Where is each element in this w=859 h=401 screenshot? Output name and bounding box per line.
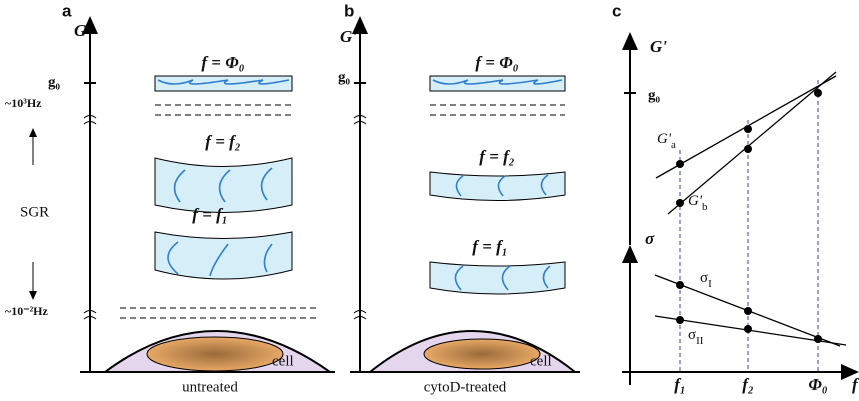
x-tick-label: f₂: [742, 375, 754, 394]
panel-label: c: [612, 1, 621, 20]
line-label: G'b: [688, 193, 708, 212]
nucleus: [423, 338, 541, 370]
axis-label: G': [340, 27, 357, 46]
cell-label: cell: [272, 353, 294, 369]
caption: untreated: [182, 379, 238, 395]
band-label: f = f₁: [192, 205, 227, 224]
axis-break: [83, 310, 97, 320]
cell-label: cell: [530, 353, 552, 369]
band-label: f = f₂: [479, 147, 515, 166]
x-tick-label: f₁: [674, 375, 686, 394]
line-label: σII: [688, 327, 704, 346]
line-sub: I: [708, 278, 712, 290]
panel-label: b: [344, 1, 354, 20]
band-label: f = f₂: [205, 132, 241, 151]
band: [429, 171, 566, 201]
nucleus: [146, 336, 284, 372]
line-label: G'a: [657, 131, 676, 150]
band-label: f = Φ₀: [201, 53, 244, 72]
panel-b: b G' g₀ f = Φ₀ f = f₂ f = f₁ cell cytoD-…: [338, 1, 580, 395]
panel-a: a G' g₀ ~10³Hz ~10⁻²Hz SGR f = Φ₀ f = f₂…: [5, 1, 335, 395]
tick-label: g₀: [648, 87, 661, 103]
panel-c: c G' g₀ σ f f₁ f₂ Φ₀ G'a G'b σI σII: [612, 1, 859, 394]
line-name: σ: [688, 327, 696, 343]
band: [154, 157, 293, 213]
line-label: σI: [700, 270, 712, 289]
line-sub: b: [702, 201, 708, 213]
trend-line: [667, 71, 837, 215]
axis-label: G': [650, 37, 667, 56]
tick-label: g₀: [48, 74, 61, 90]
freq-label: ~10⁻²Hz: [5, 304, 49, 318]
line-sub: a: [671, 139, 676, 151]
band: [429, 75, 566, 92]
band-label: f = Φ₀: [475, 53, 518, 72]
dashed-level: [430, 104, 565, 116]
line-sub: II: [696, 335, 704, 347]
axis-label: G': [74, 21, 91, 40]
panel-label: a: [62, 1, 72, 20]
points: [676, 89, 822, 343]
band: [154, 75, 293, 92]
axis-label: f: [852, 375, 859, 394]
x-tick-label: Φ₀: [808, 375, 827, 394]
freq-label: ~10³Hz: [5, 96, 42, 110]
tick-label: g₀: [338, 69, 351, 85]
band: [154, 231, 293, 280]
line-name: G': [657, 131, 672, 147]
range-label: SGR: [20, 204, 49, 220]
line-name: σ: [700, 270, 708, 286]
band-label: f = f₁: [472, 237, 507, 256]
axis-break: [83, 115, 97, 125]
axis-label: σ: [645, 229, 655, 248]
caption: cytoD-treated: [424, 379, 507, 395]
line-name: G': [688, 193, 703, 209]
band: [429, 261, 566, 295]
